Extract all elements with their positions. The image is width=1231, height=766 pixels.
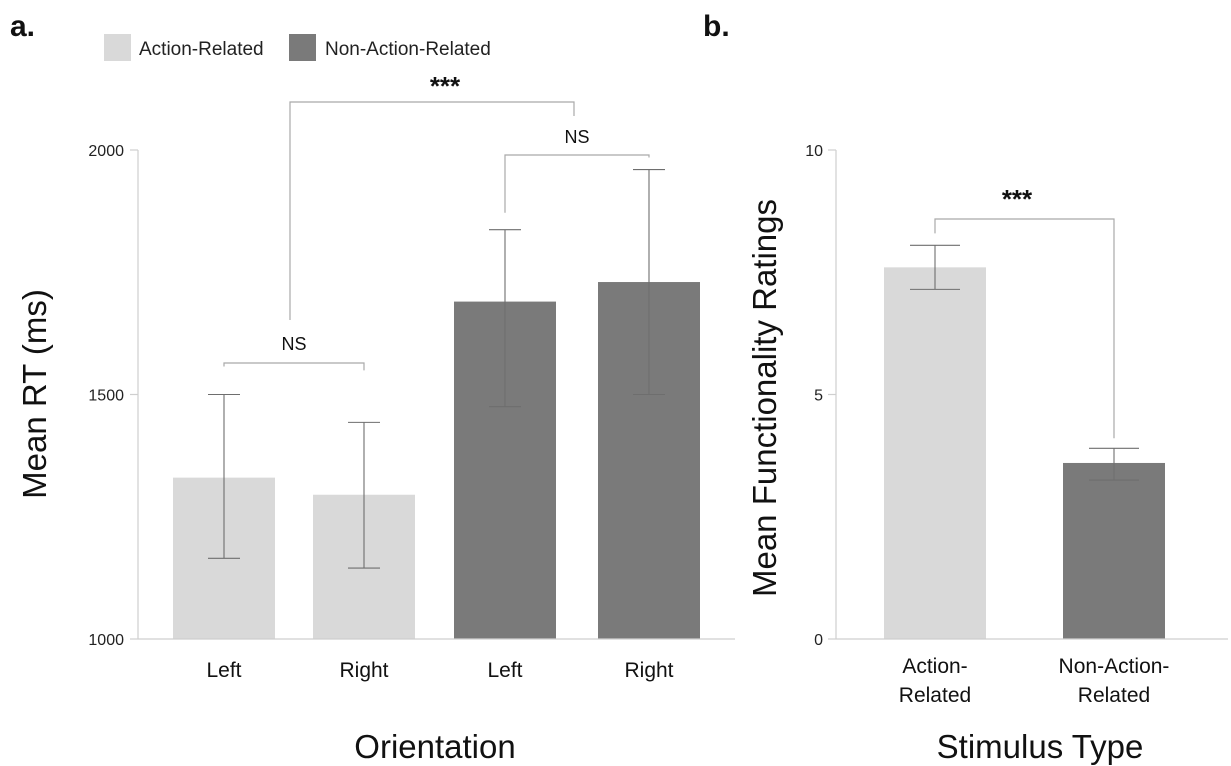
chart-b-y-ticks: 0 5 10	[805, 143, 836, 649]
error-bar-action-related-right	[348, 421, 380, 569]
chart-a-x-axis-title: Orientation	[354, 728, 515, 765]
y-tick-label: 5	[814, 388, 823, 405]
chart-a-bars	[173, 282, 700, 639]
chart-b-x-tick-labels: Action-Related Non-Action-Related	[899, 655, 1170, 707]
chart-b-x-axis-title: Stimulus Type	[937, 728, 1144, 765]
significance-ns-action-related: NS	[223, 334, 365, 371]
x-tick-label-left: Left	[487, 659, 522, 682]
x-tick-label-action-related: Action-Related	[899, 655, 971, 707]
significance-main-effect: ***	[289, 71, 575, 320]
significance-ns-non-action-related: NS	[504, 127, 650, 213]
error-bar-non-action-related-right	[633, 169, 665, 396]
error-bar-non-action-related-left	[489, 229, 521, 408]
bar-non-action-related	[1063, 462, 1165, 639]
y-tick-label: 0	[814, 632, 823, 649]
error-bar-action-related	[910, 244, 960, 290]
chart-b-bars	[884, 267, 1165, 639]
x-tick-label-right: Right	[339, 659, 388, 682]
significance-ns-non-action-related-label: NS	[564, 127, 589, 147]
significance-functionality: ***	[934, 184, 1115, 439]
chart-b-significance: ***	[934, 184, 1115, 439]
y-tick-label: 10	[805, 143, 823, 160]
significance-ns-action-related-label: NS	[281, 334, 306, 354]
panel-b-label: b.	[703, 10, 730, 43]
chart-b-y-axis-title: Mean Functionality Ratings	[746, 199, 783, 597]
significance-main-effect-label: ***	[430, 71, 461, 101]
chart-a-significance: NS NS ***	[223, 71, 650, 371]
legend-swatch-action-related	[104, 34, 131, 61]
legend-label-non-action-related: Non-Action-Related	[325, 39, 491, 60]
x-tick-label-non-action-related: Non-Action-Related	[1059, 655, 1170, 707]
y-tick-label: 1500	[88, 388, 124, 405]
chart-a-y-axis-title: Mean RT (ms)	[16, 289, 53, 499]
legend: Action-Related Non-Action-Related	[104, 34, 491, 61]
chart-a-x-tick-labels: Left Right Left Right	[206, 659, 673, 682]
chart-a-error-bars	[208, 169, 665, 569]
chart-a-y-ticks: 1000 1500 2000	[88, 143, 138, 649]
y-tick-label: 2000	[88, 143, 124, 160]
y-tick-label: 1000	[88, 632, 124, 649]
chart-b: 0 5 10 Action-Related Non-Action-Related **…	[746, 143, 1228, 765]
bar-action-related	[884, 267, 986, 639]
error-bar-action-related-left	[208, 393, 240, 559]
significance-functionality-label: ***	[1002, 184, 1033, 214]
error-bar-non-action-related	[1089, 447, 1139, 481]
x-tick-label-left: Left	[206, 659, 241, 682]
chart-b-error-bars	[910, 244, 1139, 481]
legend-label-action-related: Action-Related	[139, 39, 264, 60]
x-tick-label-right: Right	[624, 659, 673, 682]
panel-a-label: a.	[10, 10, 35, 43]
legend-swatch-non-action-related	[289, 34, 316, 61]
